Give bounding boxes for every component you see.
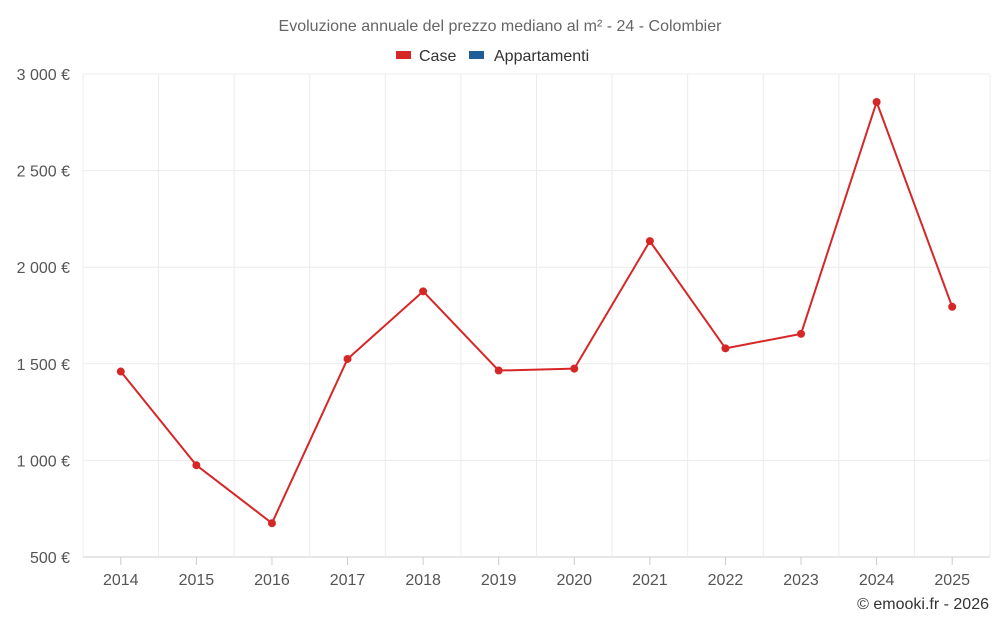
credit-text: © emooki.fr - 2026 bbox=[857, 596, 989, 613]
x-tick-label: 2015 bbox=[179, 572, 215, 589]
legend-label-case: Case bbox=[419, 48, 456, 65]
data-point-case[interactable] bbox=[192, 461, 201, 470]
chart-title: Evoluzione annuale del prezzo mediano al… bbox=[279, 18, 723, 35]
data-point-case[interactable] bbox=[645, 237, 654, 246]
data-point-case[interactable] bbox=[419, 287, 428, 296]
x-tick-label: 2018 bbox=[405, 572, 441, 589]
data-point-case[interactable] bbox=[872, 98, 881, 107]
series-line-case bbox=[120, 101, 954, 525]
y-tick-label: 2 000 € bbox=[17, 260, 70, 277]
x-tick-label: 2024 bbox=[859, 572, 895, 589]
legend: Case Appartamenti bbox=[396, 48, 589, 65]
x-tick-label: 2025 bbox=[934, 572, 970, 589]
x-tick-label: 2019 bbox=[481, 572, 517, 589]
legend-item-appartamenti[interactable]: Appartamenti bbox=[469, 48, 589, 65]
x-tick-label: 2020 bbox=[556, 572, 592, 589]
y-tick-label: 500 € bbox=[30, 550, 70, 567]
y-axis: 500 € 1 000 € 1 500 € 2 000 € 2 500 € 3 000 € bbox=[17, 67, 70, 567]
x-tick-label: 2022 bbox=[708, 572, 744, 589]
y-tick-label: 3 000 € bbox=[17, 67, 70, 84]
x-tick-label: 2014 bbox=[103, 572, 139, 589]
data-point-case[interactable] bbox=[343, 354, 352, 363]
data-point-case[interactable] bbox=[494, 366, 503, 375]
x-tick-label: 2021 bbox=[632, 572, 668, 589]
x-axis: 2014 2015 2016 2017 2018 2019 2020 2021 2022 2023… bbox=[103, 557, 970, 589]
legend-label-appartamenti: Appartamenti bbox=[494, 48, 589, 65]
x-tick-label: 2016 bbox=[254, 572, 290, 589]
legend-item-case[interactable]: Case bbox=[396, 48, 456, 65]
data-point-case[interactable] bbox=[797, 329, 806, 338]
x-tick-label: 2023 bbox=[783, 572, 819, 589]
data-point-case[interactable] bbox=[570, 364, 579, 373]
legend-swatch-case bbox=[396, 51, 411, 59]
data-point-case[interactable] bbox=[267, 519, 276, 528]
gridlines bbox=[82, 73, 991, 558]
data-point-case[interactable] bbox=[721, 344, 730, 353]
y-tick-label: 1 000 € bbox=[17, 453, 70, 470]
x-tick-label: 2017 bbox=[330, 572, 366, 589]
data-point-case[interactable] bbox=[948, 302, 957, 311]
y-tick-label: 2 500 € bbox=[17, 164, 70, 181]
series-case bbox=[116, 98, 957, 528]
legend-swatch-appartamenti bbox=[469, 51, 484, 59]
data-point-case[interactable] bbox=[116, 367, 125, 376]
y-tick-label: 1 500 € bbox=[17, 357, 70, 374]
